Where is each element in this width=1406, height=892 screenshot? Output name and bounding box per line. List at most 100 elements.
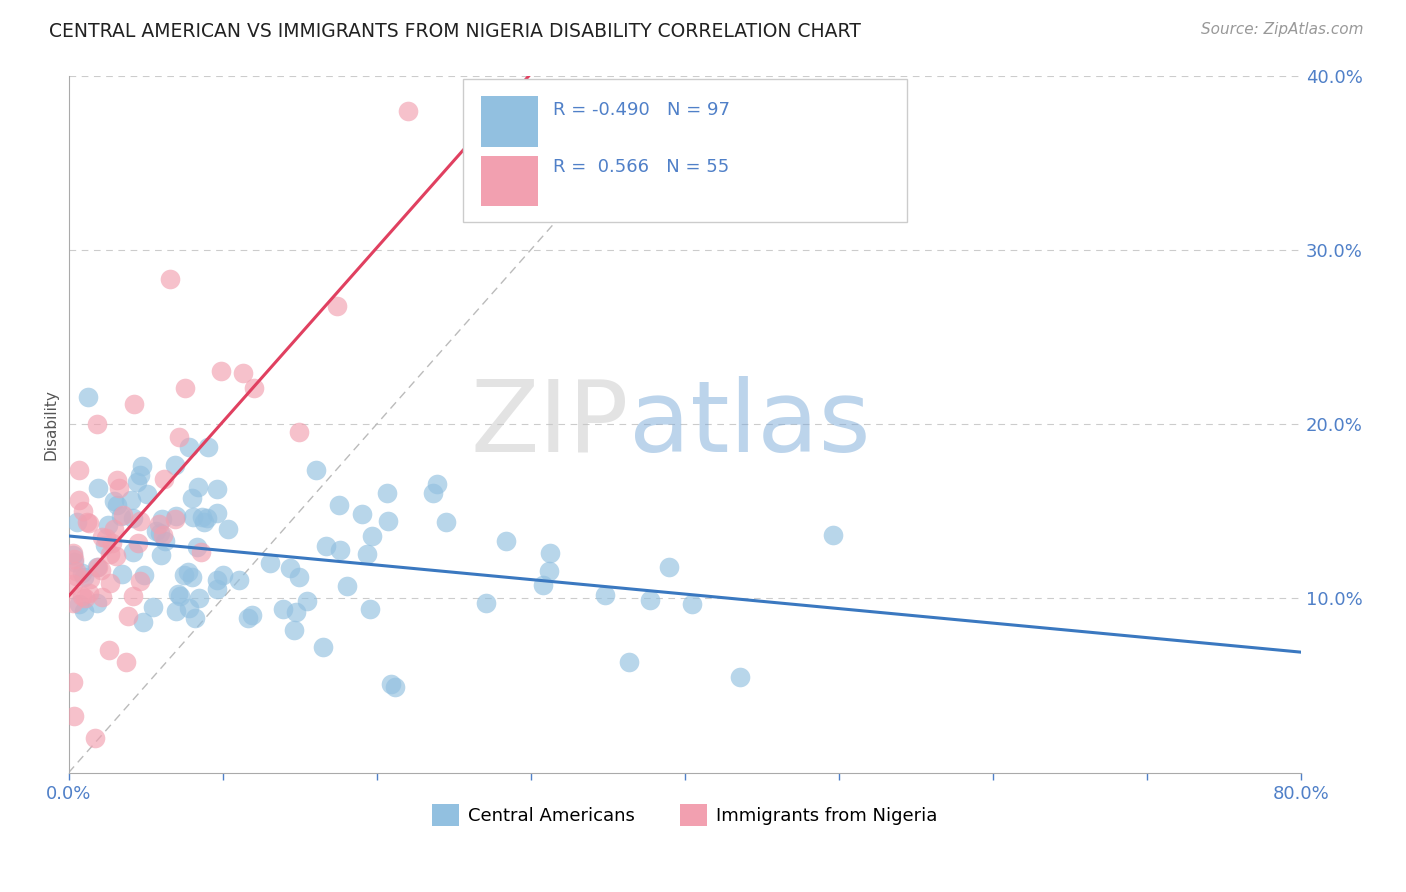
Point [62,709,84,723]
Point [359,602,381,616]
Point [475,596,498,610]
Point [62,555,84,569]
Point [97,517,120,532]
Point [62,548,84,562]
Point [217,522,239,536]
Point [350,507,373,521]
Point [176,565,198,579]
Point [94,531,117,545]
Point [120,493,142,508]
Point [519,103,541,118]
Point [76,515,98,529]
Point [103,522,125,536]
Point [190,545,212,559]
Point [90,563,112,577]
Point [70,589,93,603]
Point [111,567,134,582]
Point [100,547,122,561]
Point [167,587,190,601]
Point [67,492,90,507]
Point [181,510,204,524]
Point [193,515,215,529]
Point [169,589,191,603]
Point [112,508,135,523]
Point [377,514,399,528]
Point [380,676,402,690]
Point [165,512,187,526]
Point [128,574,150,588]
Point [125,475,148,489]
Point [271,602,294,616]
Point [180,491,202,505]
Point [149,525,172,540]
Point [65,564,87,578]
Point [127,535,149,549]
Point [69,463,91,477]
Point [288,425,311,439]
Point [86,596,108,610]
Point [728,670,751,684]
Text: ZIP: ZIP [471,376,630,473]
Point [65,569,87,583]
Point [110,509,132,524]
Point [117,609,139,624]
Point [173,567,195,582]
Point [295,593,318,607]
Point [240,607,263,622]
Point [105,474,128,488]
Point [152,472,174,486]
Point [495,533,517,548]
Point [108,481,131,495]
Point [62,596,84,610]
Point [91,590,114,604]
Legend: Central Americans, Immigrants from Nigeria: Central Americans, Immigrants from Niger… [425,797,945,833]
Point [159,272,181,286]
Point [228,573,250,587]
Point [287,570,309,584]
Point [422,486,444,500]
Point [98,576,121,591]
Point [121,589,143,603]
Point [356,547,378,561]
Point [131,615,153,629]
Point [75,591,97,606]
Point [232,366,254,380]
Point [72,504,94,518]
Point [174,381,197,395]
Point [69,597,91,611]
Point [103,494,125,508]
Point [325,299,347,313]
Point [681,597,703,611]
Point [77,390,100,404]
Point [115,656,138,670]
Point [184,611,207,625]
Point [105,549,128,563]
Point [312,640,335,654]
Point [212,568,235,582]
Point [537,564,560,578]
Point [66,515,89,529]
Point [165,458,187,473]
Point [62,546,84,560]
Point [72,604,94,618]
Point [167,430,190,444]
Point [153,534,176,549]
Point [142,599,165,614]
Point [129,514,152,528]
Point [165,509,187,524]
Point [87,482,110,496]
Point [335,579,357,593]
Point [62,675,84,690]
Point [209,364,232,378]
Point [94,538,117,552]
Point [531,577,554,591]
Text: atlas: atlas [630,376,870,473]
FancyBboxPatch shape [481,96,538,146]
Point [187,591,209,606]
Point [243,381,266,395]
Point [285,605,308,619]
Text: Source: ZipAtlas.com: Source: ZipAtlas.com [1201,22,1364,37]
Point [538,546,561,560]
Point [150,512,173,526]
Point [122,511,145,525]
